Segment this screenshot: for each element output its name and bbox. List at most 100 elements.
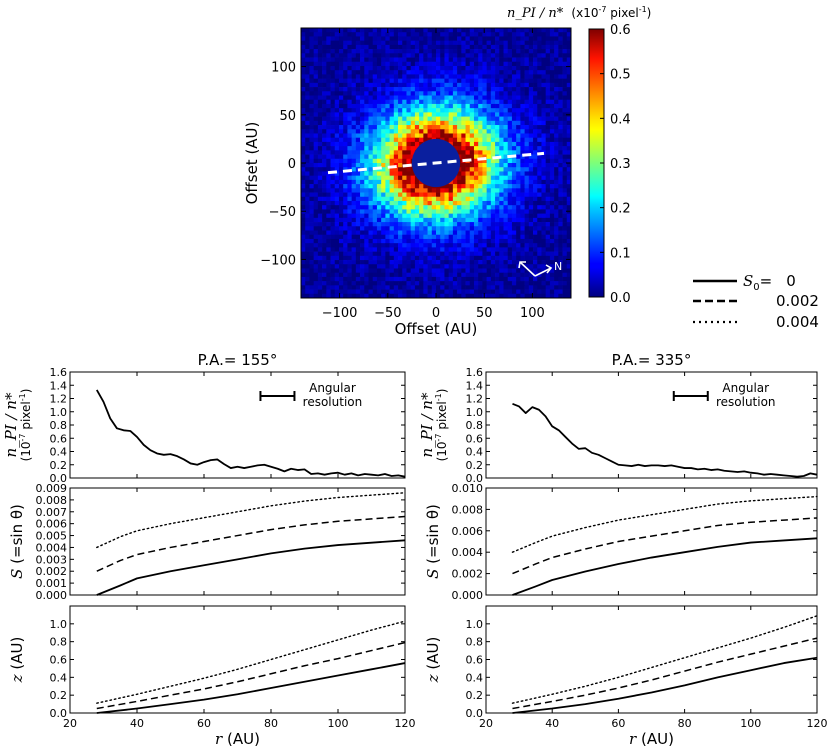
legend-entry-2: 0.004: [776, 313, 819, 331]
panel-title: P.A.= 155°: [198, 351, 278, 369]
xtick-label: 60: [197, 717, 211, 730]
ytick-label: 1.6: [50, 366, 68, 379]
ytick-label: 0.007: [36, 506, 68, 519]
ytick-label: 0.008: [36, 494, 68, 507]
xtick-label: 120: [807, 717, 828, 730]
panel-left-top: 0.00.20.40.60.81.01.21.41.6 n_PI / n* (10-…: [2, 351, 406, 485]
ytick-label: 0.2: [50, 689, 68, 702]
colorbar-label-main: n_PI / n*: [507, 6, 564, 21]
panel-right-top: 0.00.20.40.60.81.01.21.41.6 n_PI / n* (10-…: [418, 351, 818, 485]
xtick-label: 20: [479, 717, 493, 730]
legend: S0= 0 0.002 0.004: [693, 272, 819, 331]
image-xtick-label: −50: [374, 306, 401, 321]
series-line-solid: [96, 389, 406, 478]
image-y-axis-label: Offset (AU): [243, 122, 261, 205]
series-line-dotted: [511, 495, 818, 553]
panel-left-bottom: 0.0 0.2 0.4 0.6 0.8 1.0 20 40 60 80 100 120 r (AU) z …: [8, 605, 416, 748]
ytick-label: 0.004: [36, 541, 68, 554]
colorbar-tick-label: 0.3: [610, 157, 631, 172]
series-line-dashed: [512, 517, 818, 575]
colorbar-label: n_PI / n* (x10-7 pixel-1): [507, 5, 651, 21]
ytick-label: 0.008: [452, 503, 484, 516]
ytick-label: 0.002: [36, 565, 68, 578]
ytick-label: 0.4: [466, 671, 484, 684]
panel-left-middle: 0.0000.0010.0020.0030.0040.0050.0060.007…: [8, 482, 406, 602]
ytick-label: 1.4: [466, 379, 484, 392]
ytick-label: 1.0: [466, 618, 484, 631]
image-xtick-label: 100: [520, 306, 545, 321]
series-line-solid: [512, 656, 818, 714]
annotation-line-1: Angular: [722, 381, 769, 395]
image-ytick-label: −50: [269, 205, 296, 220]
annotation-line-2: resolution: [716, 395, 776, 409]
legend-title: S0=: [743, 272, 772, 293]
ytick-label: 0.004: [452, 546, 484, 559]
colorbar-ticks: 0.0 0.1 0.2 0.3 0.4 0.5 0.6: [600, 23, 631, 306]
y-axis-label: S (=sin θ): [424, 504, 442, 579]
compass-icon: N: [518, 260, 562, 277]
ytick-label: 0.4: [466, 446, 484, 459]
ytick-label: 0.0: [50, 472, 68, 485]
series-line-dashed: [96, 641, 406, 710]
ytick-label: 0.002: [452, 568, 484, 581]
panel-frame: [69, 371, 406, 479]
ytick-label: 0.8: [466, 419, 484, 432]
y-axis-label: z (AU): [424, 637, 442, 684]
ytick-label: 0.2: [50, 459, 68, 472]
panel-frame: [485, 605, 818, 714]
ytick-label: 0.0: [466, 472, 484, 485]
series-line-solid: [96, 662, 406, 714]
colorbar-tick-label: 0.1: [610, 246, 631, 261]
colorbar-tick-label: 0.0: [610, 291, 631, 306]
colorbar: 0.0 0.1 0.2 0.3 0.4 0.5 0.6 n_PI / n* (x10-7 p…: [507, 5, 651, 306]
pi-heatmap: [301, 28, 572, 299]
series-line-dashed: [96, 515, 406, 572]
ytick-label: 0.8: [50, 636, 68, 649]
image-xtick-label: 0: [432, 306, 440, 321]
series-line-solid: [512, 537, 818, 596]
xtick-label: 100: [740, 717, 761, 730]
ytick-label: 1.2: [466, 393, 484, 406]
y-axis-unit-label: (10-7 pixel-1): [434, 389, 449, 462]
image-ytick-label: 50: [279, 109, 296, 124]
y-axis-label: n_PI / n*: [2, 392, 20, 457]
panel-title: P.A.= 335°: [612, 351, 692, 369]
annotation-line-1: Angular: [309, 381, 356, 395]
image-ytick-label: −100: [260, 253, 296, 268]
panel-frame: [485, 371, 818, 479]
y-axis-label: S (=sin θ): [8, 504, 26, 579]
ytick-label: 1.0: [50, 618, 68, 631]
ytick-label: 1.0: [50, 406, 68, 419]
y-axis-label: n_PI / n*: [418, 392, 436, 457]
ytick-label: 0.6: [50, 654, 68, 667]
ytick-label: 0.005: [36, 530, 68, 543]
series-line-dotted: [96, 492, 406, 549]
x-axis-label: r (AU): [215, 730, 260, 748]
xtick-label: 80: [264, 717, 278, 730]
colorbar-tick-label: 0.6: [610, 23, 631, 38]
ytick-label: 1.4: [50, 379, 68, 392]
ytick-label: 1.2: [50, 393, 68, 406]
ytick-label: 0.4: [50, 446, 68, 459]
panel-right-middle: 0.000 0.002 0.004 0.006 0.008 0.010 S (=sin θ): [424, 482, 818, 602]
panel-right-bottom: 0.0 0.2 0.4 0.6 0.8 1.0 20 40 60 80 100 120 r (AU) z …: [424, 605, 828, 748]
ytick-label: 0.8: [50, 419, 68, 432]
xtick-label: 60: [611, 717, 625, 730]
ytick-label: 0.003: [36, 553, 68, 566]
panel-frame: [69, 605, 406, 714]
ytick-label: 0.6: [50, 432, 68, 445]
ytick-label: 0.006: [452, 525, 484, 538]
colorbar-tick-label: 0.4: [610, 112, 631, 127]
colorbar-tick-label: 0.2: [610, 202, 631, 217]
annotation-line-2: resolution: [303, 395, 363, 409]
ytick-label: 0.6: [466, 432, 484, 445]
ytick-label: 0.000: [452, 589, 484, 602]
ytick-label: 1.6: [466, 366, 484, 379]
ytick-label: 0.2: [466, 459, 484, 472]
image-axis-ticks: −100 −50 0 50 100 −100 −50 0 50 100: [260, 28, 571, 321]
ytick-label: 0.0: [466, 707, 484, 720]
disk-major-axis-line: [327, 151, 545, 175]
xtick-label: 40: [130, 717, 144, 730]
colorbar-tick-label: 0.5: [610, 68, 631, 83]
